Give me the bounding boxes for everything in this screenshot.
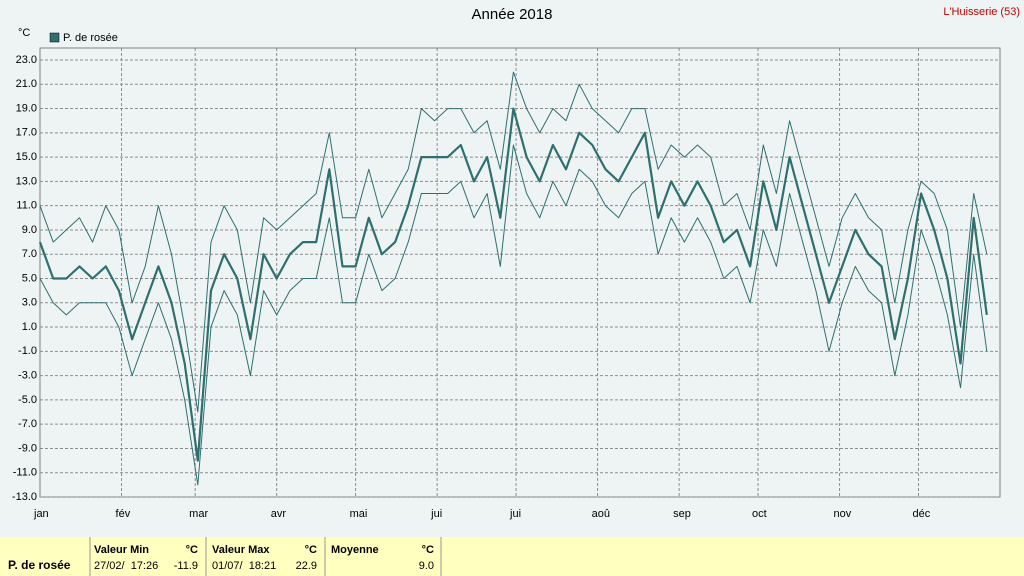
x-tick-label: jui bbox=[509, 508, 521, 520]
x-tick-label: sep bbox=[673, 508, 691, 520]
stats-header: °C bbox=[186, 544, 198, 556]
stats-mean: 9.0 bbox=[419, 560, 434, 572]
y-tick-label: 13.0 bbox=[16, 175, 37, 187]
x-tick-label: aoû bbox=[592, 508, 610, 520]
y-tick-label: -11.0 bbox=[13, 467, 37, 479]
x-tick-label: mar bbox=[189, 508, 208, 520]
y-tick-label: -7.0 bbox=[18, 418, 37, 430]
x-tick-label: nov bbox=[834, 508, 852, 520]
stats-header: °C bbox=[422, 544, 434, 556]
x-tick-label: jan bbox=[33, 508, 49, 520]
y-tick-label: -1.0 bbox=[18, 345, 37, 357]
stats-max-value: 22.9 bbox=[296, 560, 317, 572]
plot-area bbox=[39, 47, 1001, 498]
stats-header: Moyenne bbox=[331, 544, 379, 556]
stats-max-date: 01/07/ 18:21 bbox=[212, 560, 276, 572]
y-tick-label: 5.0 bbox=[22, 272, 37, 284]
x-tick-label: jui bbox=[430, 508, 442, 520]
x-tick-label: fév bbox=[116, 508, 131, 520]
x-tick-label: oct bbox=[752, 508, 767, 520]
legend-label: P. de rosée bbox=[63, 32, 118, 44]
y-tick-label: -5.0 bbox=[18, 394, 37, 406]
y-axis-unit: °C bbox=[18, 27, 30, 39]
stats-series: P. de rosée bbox=[8, 558, 71, 572]
y-tick-label: 19.0 bbox=[16, 102, 37, 114]
y-tick-label: -13.0 bbox=[12, 491, 37, 503]
stats-header: °C bbox=[305, 544, 317, 556]
min-line bbox=[39, 144, 988, 486]
legend-swatch bbox=[49, 32, 60, 43]
x-tick-label: déc bbox=[912, 508, 930, 520]
stats-panel bbox=[0, 537, 1024, 576]
stats-header: Valeur Min bbox=[94, 544, 149, 556]
stats-header: Valeur Max bbox=[212, 544, 270, 556]
y-tick-label: 1.0 bbox=[22, 321, 37, 333]
y-tick-label: 11.0 bbox=[16, 200, 37, 212]
chart-title: Année 2018 bbox=[472, 6, 553, 23]
mean-line bbox=[38, 107, 988, 462]
y-tick-label: 7.0 bbox=[22, 248, 37, 260]
y-tick-label: 15.0 bbox=[16, 151, 37, 163]
max-line bbox=[39, 71, 988, 413]
station: L'Huisserie (53) bbox=[943, 6, 1020, 18]
x-tick-label: mai bbox=[350, 508, 368, 520]
y-tick-label: -3.0 bbox=[18, 370, 37, 382]
stats-min-date: 27/02/ 17:26 bbox=[94, 560, 158, 572]
y-tick-label: -9.0 bbox=[18, 442, 37, 454]
stats-min-value: -11.9 bbox=[174, 560, 198, 572]
y-tick-label: 9.0 bbox=[22, 224, 37, 236]
y-tick-label: 23.0 bbox=[16, 54, 37, 66]
y-tick-label: 17.0 bbox=[16, 127, 37, 139]
x-tick-label: avr bbox=[271, 508, 287, 520]
y-tick-label: 21.0 bbox=[16, 78, 37, 90]
y-tick-label: 3.0 bbox=[22, 297, 37, 309]
